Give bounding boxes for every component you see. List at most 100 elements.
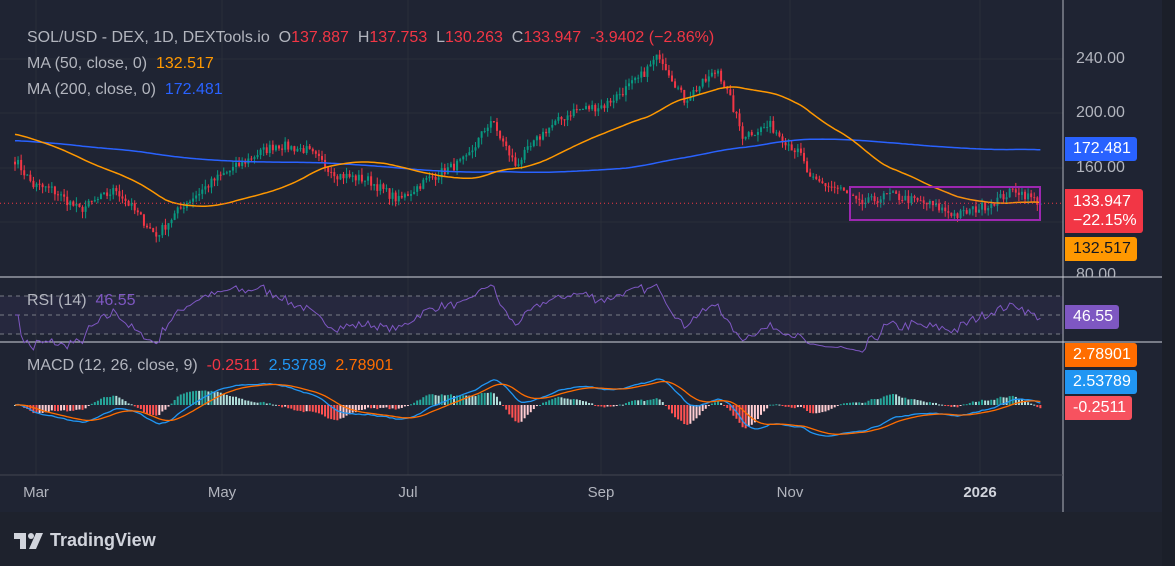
chart-frame[interactable] — [0, 0, 1162, 512]
candle-down — [729, 89, 732, 96]
macd-histogram-bar — [474, 396, 477, 405]
macd-histogram-bar — [345, 405, 348, 416]
macd-histogram-bar — [615, 405, 618, 406]
candle-up — [357, 174, 360, 181]
candle-down — [713, 72, 716, 74]
candle-down — [538, 136, 541, 140]
macd-histogram-bar — [47, 405, 50, 412]
candle-up — [274, 145, 277, 151]
rsi-legend[interactable]: RSI (14) 46.55 — [27, 292, 136, 310]
candle-up — [532, 140, 535, 147]
macd-histogram-bar — [225, 394, 228, 405]
candle-up — [290, 146, 293, 150]
candle-down — [314, 151, 317, 154]
symbol-label[interactable]: SOL/USD - DEX, 1D, DEXTools.io — [27, 29, 270, 46]
macd-histogram-bar — [360, 405, 363, 410]
macd-histogram-bar — [207, 391, 210, 405]
macd-histogram-bar — [729, 405, 732, 411]
tradingview-logo[interactable]: TradingView — [14, 530, 156, 551]
macd-histogram-bar — [563, 398, 566, 405]
macd-histogram-bar — [931, 402, 934, 405]
macd-histogram-bar — [962, 404, 965, 406]
candle-down — [348, 173, 351, 177]
macd-histogram-bar — [192, 391, 195, 405]
candle-up — [299, 148, 302, 150]
macd-histogram-bar — [155, 405, 158, 416]
low-label: L — [436, 29, 446, 46]
change-value: -3.9402 (−2.86%) — [590, 29, 715, 46]
macd-histogram-bar — [925, 402, 928, 405]
candle-down — [670, 75, 673, 82]
candle-down — [90, 200, 93, 202]
candle-down — [938, 203, 941, 211]
candle-up — [990, 203, 993, 209]
macd-histogram-bar — [845, 403, 848, 405]
candle-up — [971, 206, 974, 210]
macd-histogram-bar — [999, 396, 1002, 405]
macd-histogram-bar — [971, 401, 974, 405]
macd-histogram-bar — [425, 395, 428, 405]
candle-up — [268, 144, 271, 154]
candle-up — [363, 180, 366, 182]
chart-canvas[interactable] — [0, 0, 1162, 512]
candle-up — [710, 72, 713, 77]
candle-up — [373, 184, 376, 186]
candle-up — [84, 206, 87, 212]
candle-down — [394, 192, 397, 202]
candle-up — [637, 77, 640, 79]
macd-histogram-bar — [483, 392, 486, 405]
rsi-line — [15, 283, 1041, 353]
macd-histogram-bar — [941, 404, 944, 406]
candle-down — [827, 186, 830, 188]
macd-legend[interactable]: MACD (12, 26, close, 9) -0.2511 2.53789 … — [27, 357, 393, 375]
macd-histogram-bar — [689, 405, 692, 424]
candle-up — [75, 203, 78, 206]
candle-down — [609, 100, 612, 103]
candle-up — [892, 191, 895, 193]
macd-histogram-bar — [824, 405, 827, 412]
macd-histogram-bar — [391, 405, 394, 409]
candle-down — [155, 232, 158, 237]
candle-down — [1002, 194, 1005, 200]
candle-down — [238, 162, 241, 166]
candle-up — [480, 131, 483, 138]
candle-down — [818, 179, 821, 182]
ma50-legend[interactable]: MA (50, close, 0) 132.517 — [27, 55, 214, 73]
candle-down — [431, 176, 434, 178]
macd-histogram-bar — [732, 405, 735, 416]
candle-down — [793, 150, 796, 153]
candle-up — [566, 115, 569, 121]
candle-down — [784, 142, 787, 146]
macd-histogram-bar — [32, 405, 35, 414]
candle-down — [152, 228, 155, 233]
macd-histogram-bar — [69, 405, 72, 411]
macd-label: MACD (12, 26, close, 9) — [27, 357, 198, 374]
macd-histogram-bar — [658, 399, 661, 405]
candle-down — [965, 210, 968, 214]
candle-down — [885, 193, 888, 195]
macd-histogram-bar — [717, 401, 720, 405]
candle-down — [360, 174, 363, 182]
candle-down — [149, 227, 152, 229]
macd-histogram-bar — [538, 404, 541, 406]
candle-down — [1033, 197, 1036, 199]
candle-up — [529, 146, 532, 148]
candle-down — [308, 146, 311, 149]
ma200-legend[interactable]: MA (200, close, 0) 172.481 — [27, 81, 223, 99]
candle-up — [962, 210, 965, 212]
macd-histogram-bar — [379, 405, 382, 408]
macd-histogram-bar — [333, 405, 336, 420]
candle-up — [44, 186, 47, 188]
macd-histogram-bar — [170, 403, 173, 405]
candle-up — [462, 156, 465, 160]
ma50-label: MA (50, close, 0) — [27, 55, 148, 72]
macd-histogram-bar — [760, 405, 763, 415]
candle-down — [993, 203, 996, 206]
macd-histogram-bar — [959, 405, 962, 406]
macd-histogram-bar — [634, 400, 637, 405]
candle-up — [904, 195, 907, 201]
candle-down — [922, 200, 925, 203]
candle-down — [317, 153, 320, 157]
candle-up — [591, 105, 594, 110]
macd-histogram-bar — [686, 405, 689, 425]
